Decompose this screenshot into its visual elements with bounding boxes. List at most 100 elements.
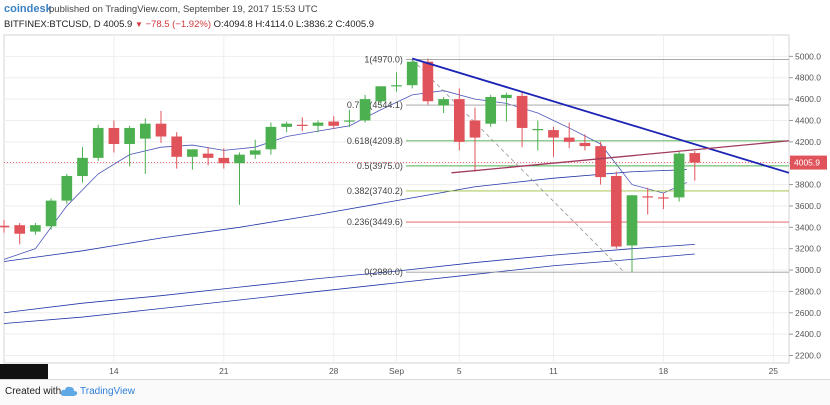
ma-line-200 [3,244,695,314]
candle-up [312,120,324,133]
candle-down [689,151,701,181]
candle-up [124,125,135,167]
candle-up [344,109,355,127]
y-tick-label: 2600.0 [795,308,821,318]
candle-up [30,223,41,235]
y-tick-label: 2200.0 [795,351,821,361]
tradingview-label: TradingView [80,386,136,397]
candle-body [14,225,26,234]
candle-body [344,120,355,122]
fib-level-label: 0.5(3975.0) [357,161,403,171]
candle-down [108,120,120,153]
y-tick-label: 2400.0 [795,329,821,339]
price-axis[interactable]: 5000.04800.04600.04400.04200.04000.03800… [789,51,827,361]
y-tick-label: 3600.0 [795,201,821,211]
candle-down [218,148,230,169]
candle-body [469,120,481,138]
candle-down [642,187,654,215]
price-chart[interactable]: 1(4970.0) 0.786(4544.1) 0.618(4209.8) 0.5(3… [0,0,830,379]
candle-up [77,147,88,183]
y-tick-label: 2800.0 [795,286,821,296]
x-tick-label: 18 [659,366,669,376]
candle-down [422,58,434,105]
y-tick-label: 3800.0 [795,180,821,190]
fib-level-label: 0.618(4209.8) [347,136,403,146]
x-tick-label: 28 [329,366,339,376]
candle-down [171,132,183,169]
candle-body [45,200,57,227]
candle-down [516,92,528,148]
ohlc-close: C:4005.9 [335,19,375,30]
candle-body [30,225,41,232]
candle-body [595,146,606,178]
candle-up [391,72,402,92]
price-tag-bg [790,155,827,170]
y-tick-label: 3400.0 [795,222,821,232]
candle-body [563,137,575,142]
candle-body [77,157,88,177]
candle-down [563,122,575,149]
ohlc-open: O:4094.8 [213,19,253,30]
time-axis[interactable]: 14 21 28 Sep 5 11 18 25 [0,364,778,379]
candle-up [532,120,544,151]
candle-down [469,107,481,172]
candle-body [108,127,120,144]
y-tick-label: 5000.0 [795,51,821,61]
candle-up [673,151,685,202]
candle-down [579,134,591,151]
candle-body [626,195,638,246]
candle-up [375,86,387,106]
candle-body [124,127,135,144]
candle-body [249,150,261,155]
time-axis-marker [0,364,48,379]
candle-up [61,173,73,204]
candles [0,58,701,273]
candle-down [202,147,214,166]
ma-line-long [3,169,687,262]
candle-up [359,94,371,123]
candle-body [501,94,512,99]
created-with-label: Created with [5,386,62,397]
candle-body [155,123,167,137]
chart-header: coindesk published on TradingView.com, S… [0,0,830,34]
published-note: published on TradingView.com, September … [49,4,318,15]
candle-up [92,124,104,162]
candle-body [281,123,292,127]
fibonacci-retracement: 1(4970.0) 0.786(4544.1) 0.618(4209.8) 0.5(3… [4,55,789,277]
candle-body [579,142,591,147]
candle-body [516,95,528,128]
y-tick-label: 4800.0 [795,73,821,83]
fib-level-label: 0.236(3449.6) [347,217,403,227]
price-change: −78.5 (−1.92%) [145,19,212,30]
x-tick-label: 25 [769,366,779,376]
candle-body [0,225,10,228]
price-tag-label: 4005.9 [794,158,820,168]
candle-body [453,99,465,142]
candle-up [187,149,198,170]
candle-down [548,126,559,157]
trendlines [411,57,790,174]
y-tick-label: 4600.0 [795,94,821,104]
candle-body [312,122,324,126]
candle-body [673,153,685,198]
candle-body [359,99,371,121]
candle-body [171,136,183,157]
candle-up [626,195,638,273]
last-price-tag: 4005.9 [790,155,827,170]
candle-up [265,122,277,155]
candle-body [187,149,198,157]
x-tick-label: 5 [457,366,462,376]
candle-up [234,152,245,205]
candle-down [453,88,465,151]
candle-body [139,123,151,139]
candle-down [595,141,606,185]
candle-body [391,85,402,87]
down-arrow-icon: ▼ [134,20,143,29]
candle-up [406,59,418,89]
fib-level-label: 0.382(3740.2) [347,186,403,196]
candle-body [406,61,418,86]
candle-body [296,124,308,126]
candle-body [532,129,544,131]
fib-level-label: 0.786(4544.1) [347,100,403,110]
y-tick-label: 4200.0 [795,137,821,147]
